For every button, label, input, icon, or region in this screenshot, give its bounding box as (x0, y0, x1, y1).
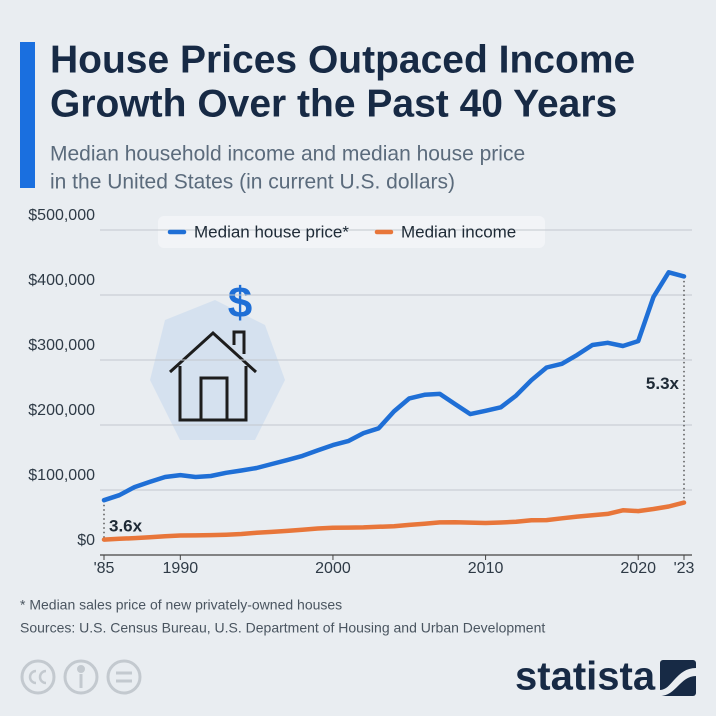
x-tick-label: '85 (94, 560, 115, 577)
grid (100, 229, 692, 556)
y-tick-label: $100,000 (28, 467, 95, 484)
ratio-annotation: 3.6x (109, 517, 143, 536)
series-line (101, 500, 687, 542)
y-tick-label: $200,000 (28, 402, 95, 419)
sources: Sources: U.S. Census Bureau, U.S. Depart… (20, 620, 545, 636)
logo-text: statista (515, 655, 656, 699)
subtitle-line: Median household income and median house… (50, 143, 525, 166)
x-tick-label: 2000 (315, 560, 351, 577)
house-icon: $ (150, 279, 285, 440)
accent-bar (20, 42, 35, 188)
y-tick-label: $0 (77, 532, 95, 549)
ratio-annotation: 5.3x (646, 374, 680, 393)
legend-label: Median house price* (194, 222, 349, 241)
logo: statista (515, 655, 696, 699)
x-tick-label: '23 (674, 560, 695, 577)
x-tick-label: 1990 (163, 560, 199, 577)
svg-text:$: $ (228, 279, 252, 328)
y-tick-label: $300,000 (28, 337, 95, 354)
footnote: * Median sales price of new privately-ow… (20, 597, 342, 613)
subtitle-line: in the United States (in current U.S. do… (50, 171, 455, 194)
legend-box (158, 216, 545, 248)
x-tick-label: 2020 (620, 560, 656, 577)
legend-label: Median income (401, 222, 516, 241)
title-line: House Prices Outpaced Income (50, 38, 635, 81)
y-tick-label: $400,000 (28, 272, 95, 289)
x-tick-label: 2010 (468, 560, 504, 577)
series-line (101, 270, 687, 503)
y-tick-label: $500,000 (28, 207, 95, 224)
cc-icons (20, 659, 142, 695)
title-line: Growth Over the Past 40 Years (50, 82, 617, 125)
